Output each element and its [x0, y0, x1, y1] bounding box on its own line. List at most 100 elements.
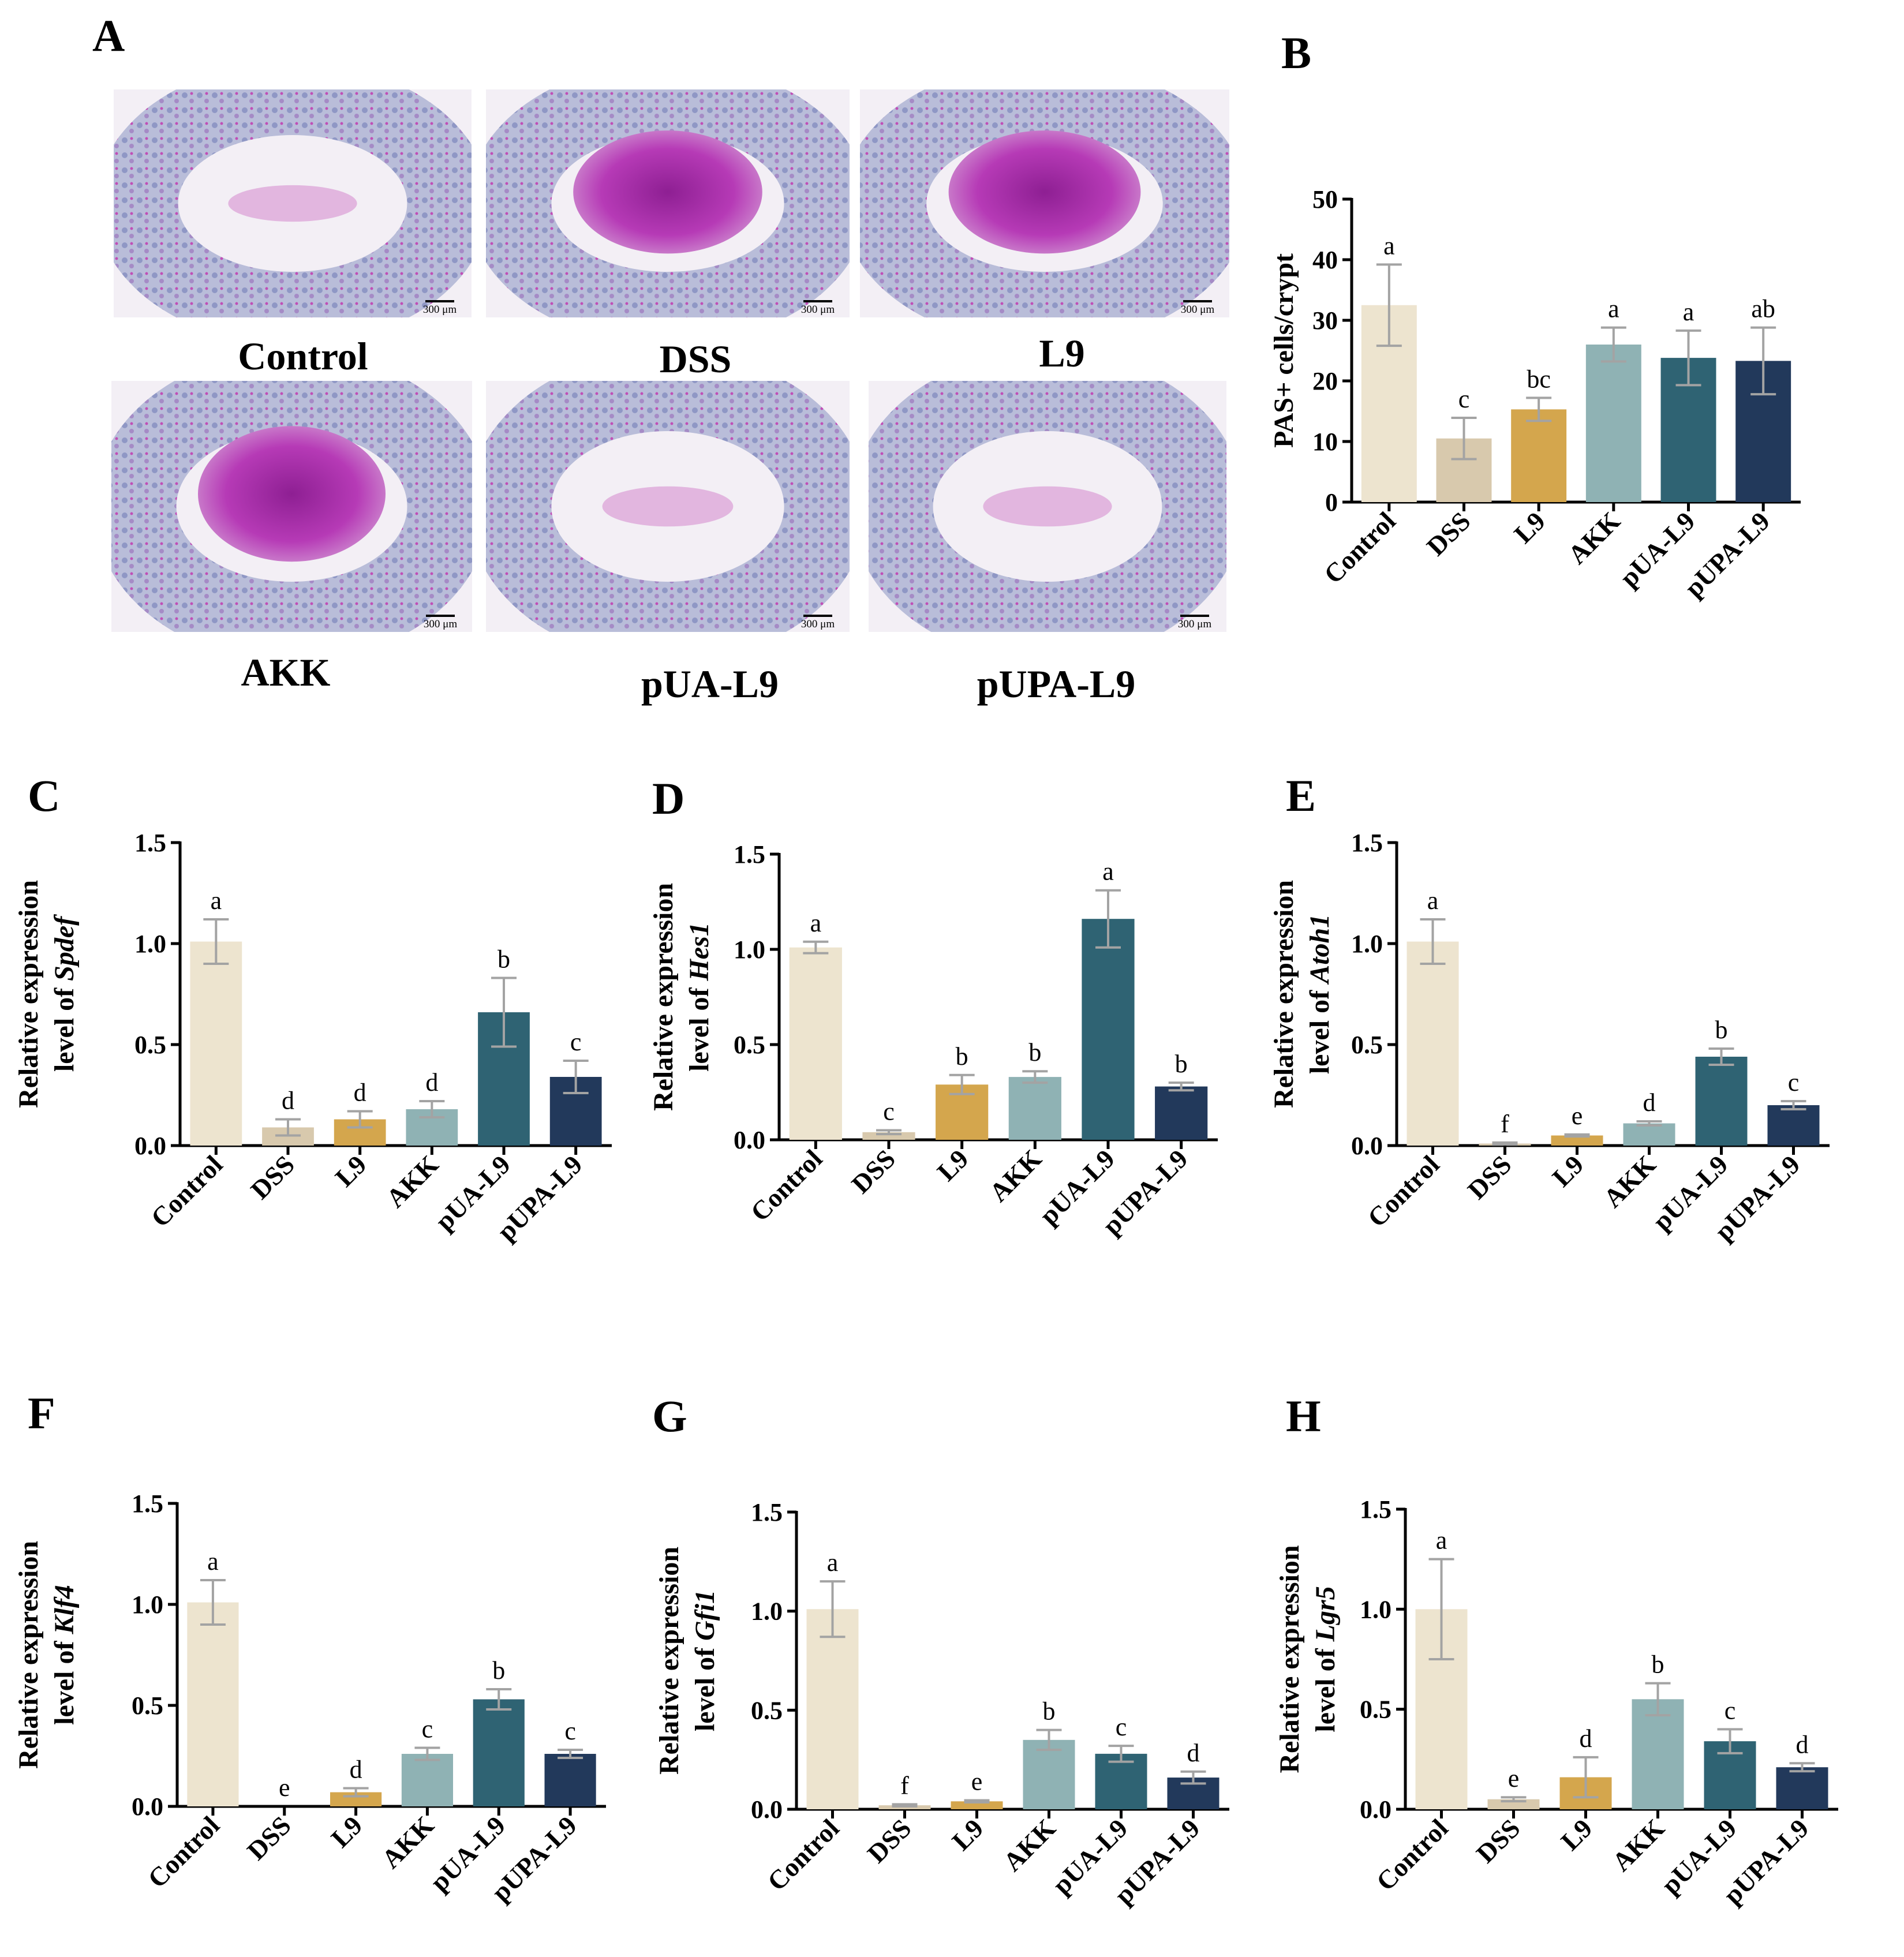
bar-control	[789, 947, 842, 1140]
significance-letter: a	[1436, 1526, 1447, 1555]
bar-pupa-l9	[544, 1754, 596, 1806]
scale-bar-label: 300 μm	[1178, 618, 1211, 630]
significance-letter: b	[956, 1042, 968, 1071]
error-bar	[1645, 1682, 1671, 1717]
error-bar	[949, 1073, 975, 1095]
error-bar	[892, 1803, 918, 1808]
significance-letter: a	[211, 886, 222, 915]
histology-caption-akk: AKK	[241, 650, 331, 694]
panel-label-c: C	[28, 770, 60, 821]
chart-e: E0.00.51.01.5aControlfDSSeL9dAKKbpUA-L9c…	[1269, 770, 1830, 1246]
y-tick-label: 0.5	[134, 1031, 166, 1059]
x-tick-label: DSS	[862, 1813, 917, 1869]
histology-image-pua-l9: 300 μm	[486, 381, 850, 632]
x-tick-label: Control	[762, 1813, 845, 1896]
x-tick-label: Control	[1371, 1813, 1454, 1896]
significance-letter: d	[350, 1756, 362, 1784]
significance-letter: f	[900, 1771, 909, 1799]
y-tick-label: 0.0	[134, 1132, 166, 1160]
y-tick-label: 1.0	[1351, 930, 1383, 958]
error-bar	[876, 1129, 901, 1136]
y-axis-label-prefix: level of	[49, 981, 80, 1072]
y-tick-label: 1.5	[134, 829, 166, 857]
significance-letter: c	[422, 1715, 433, 1743]
bar-pupa-l9	[1155, 1086, 1208, 1140]
x-tick-label: DSS	[1471, 1813, 1526, 1869]
y-axis-label-line2: level of Lgr5	[1310, 1586, 1341, 1732]
error-bar	[1708, 1047, 1734, 1066]
error-bar	[1376, 263, 1402, 347]
histology-caption-control: Control	[238, 334, 368, 378]
y-axis-label-gene: Spdef	[49, 914, 80, 981]
x-tick-label: L9	[1508, 506, 1551, 549]
y-axis-label-gene: Hes1	[684, 922, 715, 981]
bar-pua-l9	[1695, 1057, 1748, 1146]
significance-letter: a	[827, 1548, 839, 1577]
significance-letter: a	[810, 909, 822, 937]
y-tick-label: 10	[1312, 428, 1338, 456]
error-bar	[1564, 1133, 1590, 1138]
bar-pua-l9	[1095, 1753, 1147, 1809]
bar-control	[187, 1602, 239, 1806]
error-bar	[803, 940, 829, 955]
significance-letter: b	[1028, 1038, 1041, 1067]
bar-control	[190, 941, 242, 1146]
histology-caption-pua-l9: pUA-L9	[641, 662, 779, 706]
y-tick-label: 1.0	[132, 1591, 163, 1619]
bar-pua-l9	[1082, 919, 1135, 1140]
histology-image-control: 300 μm	[114, 89, 472, 317]
y-tick-label: 40	[1312, 246, 1338, 274]
y-tick-label: 0.5	[734, 1031, 765, 1059]
error-bar	[1501, 1796, 1527, 1803]
error-bar	[275, 1118, 301, 1137]
y-axis-label-gene: Klf4	[49, 1585, 80, 1634]
significance-letter: e	[971, 1768, 983, 1796]
error-bar	[1168, 1082, 1194, 1092]
y-axis-label-line1: Relative expression	[1269, 880, 1299, 1108]
significance-letter: c	[564, 1717, 576, 1745]
mucus-stain	[573, 130, 762, 254]
significance-letter: a	[207, 1547, 219, 1576]
y-axis-label-line1: Relative expression	[654, 1547, 684, 1775]
y-axis-label-prefix: level of	[49, 1634, 80, 1725]
histology-caption-pupa-l9: pUPA-L9	[977, 662, 1136, 706]
y-tick-label: 1.0	[1360, 1595, 1391, 1623]
x-tick-label: Control	[745, 1144, 828, 1227]
y-axis-label-line1: Relative expression	[13, 880, 44, 1108]
y-tick-label: 0.5	[1351, 1031, 1383, 1059]
y-axis-label: PAS+ cells/crypt	[1269, 253, 1299, 448]
significance-letter: b	[492, 1656, 505, 1685]
y-axis-label-line2: level of Spdef	[49, 914, 80, 1072]
scale-bar-label: 300 μm	[801, 304, 835, 316]
scale-bar-label: 300 μm	[801, 618, 835, 630]
x-tick-label: AKK	[997, 1813, 1061, 1877]
histology-caption-l9: L9	[1039, 331, 1084, 375]
scale-bar-label: 300 μm	[424, 618, 457, 630]
x-tick-label: L9	[330, 1150, 372, 1192]
y-tick-label: 0.5	[1360, 1696, 1391, 1724]
chart-h: H0.00.51.01.5aControleDSSdL9bAKKcpUA-L9d…	[1274, 1391, 1838, 1910]
significance-letter: d	[354, 1079, 366, 1107]
panel-label-f: F	[28, 1388, 55, 1438]
error-bar	[486, 1688, 512, 1711]
x-tick-label: Control	[1362, 1150, 1445, 1233]
error-bar	[1526, 396, 1552, 422]
x-tick-label: L9	[1555, 1813, 1598, 1856]
error-bar	[1420, 918, 1446, 965]
y-tick-label: 0.0	[132, 1793, 163, 1821]
mucus-stain	[198, 426, 386, 562]
y-axis-label-line1: Relative expression	[1274, 1545, 1305, 1773]
x-tick-label: Control	[145, 1150, 229, 1233]
y-tick-label: 1.5	[1360, 1495, 1391, 1524]
error-bar	[414, 1746, 440, 1761]
y-axis-label-gene: Atoh1	[1304, 914, 1335, 985]
y-axis-label-line2: level of Atoh1	[1304, 914, 1335, 1074]
histology-grid: 300 μm 300 μm 300 μm 300 μm 300 μm 300 μm	[111, 89, 1229, 632]
significance-letter: a	[1683, 298, 1694, 326]
y-tick-label: 0.0	[1351, 1132, 1383, 1160]
panel-label-h: H	[1286, 1391, 1321, 1441]
significance-letter: e	[1508, 1764, 1520, 1793]
histology-image-pupa-l9: 300 μm	[869, 381, 1226, 632]
histology-image-l9: 300 μm	[860, 89, 1229, 317]
